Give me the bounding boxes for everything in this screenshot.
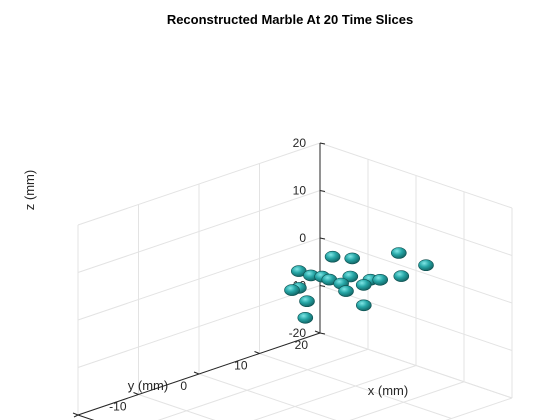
y-tick-mark	[193, 371, 200, 375]
marble-point	[344, 252, 361, 265]
y-tick-mark	[72, 412, 79, 416]
grid-line	[77, 414, 95, 420]
x-axis-line	[77, 414, 95, 420]
marble-point	[297, 311, 314, 324]
y-tick-mark	[133, 392, 139, 395]
z-axis-label: z (mm)	[22, 170, 37, 210]
grid-line	[319, 190, 513, 256]
marble-point	[284, 284, 300, 296]
y-tick-label: 20	[295, 338, 309, 352]
y-tick-mark	[254, 351, 260, 354]
y-tick-label: 10	[234, 359, 248, 373]
marble-point	[299, 295, 315, 308]
marble-point	[342, 270, 359, 283]
marble-point	[355, 279, 372, 291]
marbles	[284, 247, 434, 324]
marble-point	[372, 273, 389, 286]
marble-point	[324, 250, 341, 263]
grid-line	[77, 142, 321, 226]
grid-line	[445, 397, 513, 420]
x-axis-label: x (mm)	[368, 383, 408, 398]
grid-line	[198, 373, 337, 420]
z-tick-mark	[319, 237, 326, 240]
y-tick-label: 0	[180, 379, 187, 393]
z-tick-label: 10	[293, 184, 307, 198]
y-axis-label: y (mm)	[128, 378, 168, 393]
grid-line	[77, 237, 321, 321]
grid-line	[77, 190, 321, 273]
y-tick-mark	[314, 330, 321, 334]
grid-line	[259, 353, 452, 419]
marble-point	[418, 259, 434, 272]
z-tick-mark	[319, 332, 326, 335]
z-tick-mark	[319, 190, 326, 192]
z-tick-label: -20	[289, 326, 307, 340]
y-tick-label: -10	[109, 400, 127, 414]
marble-point	[338, 285, 354, 297]
marble-point	[390, 247, 407, 259]
axes	[72, 142, 326, 420]
grid-line	[319, 237, 513, 304]
grid-line	[319, 332, 513, 399]
z-tick-label: 20	[293, 136, 307, 150]
marble-point	[355, 299, 372, 312]
grid-line	[319, 142, 513, 209]
z-tick-mark	[319, 285, 326, 287]
marble-point	[393, 270, 410, 282]
grid-line	[138, 394, 216, 420]
chart-title: Reconstructed Marble At 20 Time Slices	[167, 12, 413, 27]
grid-line	[349, 381, 465, 420]
x-tick-mark	[73, 414, 79, 418]
z-tick-mark	[319, 142, 326, 145]
z-tick-label: 0	[299, 231, 306, 245]
